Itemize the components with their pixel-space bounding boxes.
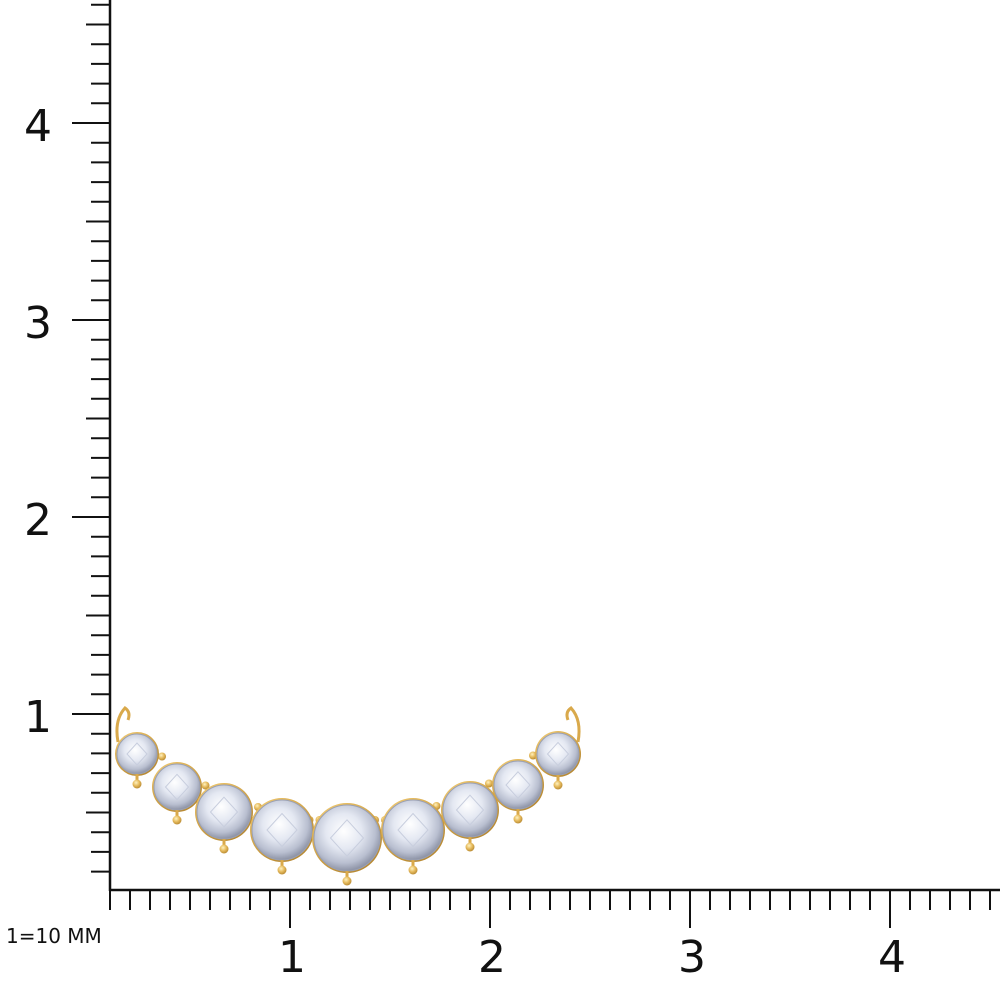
stone-facet bbox=[209, 796, 239, 828]
end-loop bbox=[115, 706, 131, 743]
stone-facet bbox=[455, 794, 485, 826]
stone-facet bbox=[126, 742, 148, 766]
end-loop bbox=[565, 706, 581, 743]
stone-facet bbox=[505, 771, 531, 799]
x-ruler-label: 2 bbox=[478, 932, 506, 983]
x-ruler-label: 3 bbox=[678, 932, 706, 983]
prong bbox=[553, 780, 563, 790]
x-ruler-label: 4 bbox=[878, 932, 906, 983]
scale-label: 1=10 MM bbox=[6, 924, 102, 948]
stone-facet bbox=[164, 773, 190, 801]
y-ruler-label: 3 bbox=[24, 298, 52, 349]
stone bbox=[153, 763, 201, 811]
stone bbox=[536, 732, 580, 776]
stone bbox=[116, 733, 158, 775]
prong bbox=[529, 751, 537, 760]
prong bbox=[219, 844, 229, 854]
pendant bbox=[115, 706, 581, 886]
prong bbox=[408, 865, 418, 875]
prong bbox=[172, 815, 182, 825]
prong bbox=[277, 865, 287, 875]
ruler bbox=[72, 0, 1000, 928]
stone bbox=[251, 799, 313, 861]
stone-facet bbox=[329, 819, 365, 857]
x-ruler-label: 1 bbox=[278, 932, 306, 983]
stone bbox=[493, 760, 543, 810]
stone bbox=[442, 782, 498, 838]
stone bbox=[382, 799, 444, 861]
y-ruler-label: 1 bbox=[24, 692, 52, 743]
prong bbox=[201, 781, 210, 790]
stone-facet bbox=[546, 741, 570, 767]
stone-facet bbox=[397, 812, 429, 848]
stone-facet bbox=[266, 812, 298, 848]
prong bbox=[485, 779, 493, 788]
prong bbox=[132, 779, 142, 789]
prong bbox=[465, 842, 475, 852]
prong bbox=[342, 876, 352, 886]
y-ruler-label: 4 bbox=[24, 101, 52, 152]
y-ruler-label: 2 bbox=[24, 495, 52, 546]
stone bbox=[196, 784, 252, 840]
prong bbox=[513, 814, 523, 824]
stone bbox=[313, 804, 381, 872]
prong bbox=[158, 752, 166, 761]
